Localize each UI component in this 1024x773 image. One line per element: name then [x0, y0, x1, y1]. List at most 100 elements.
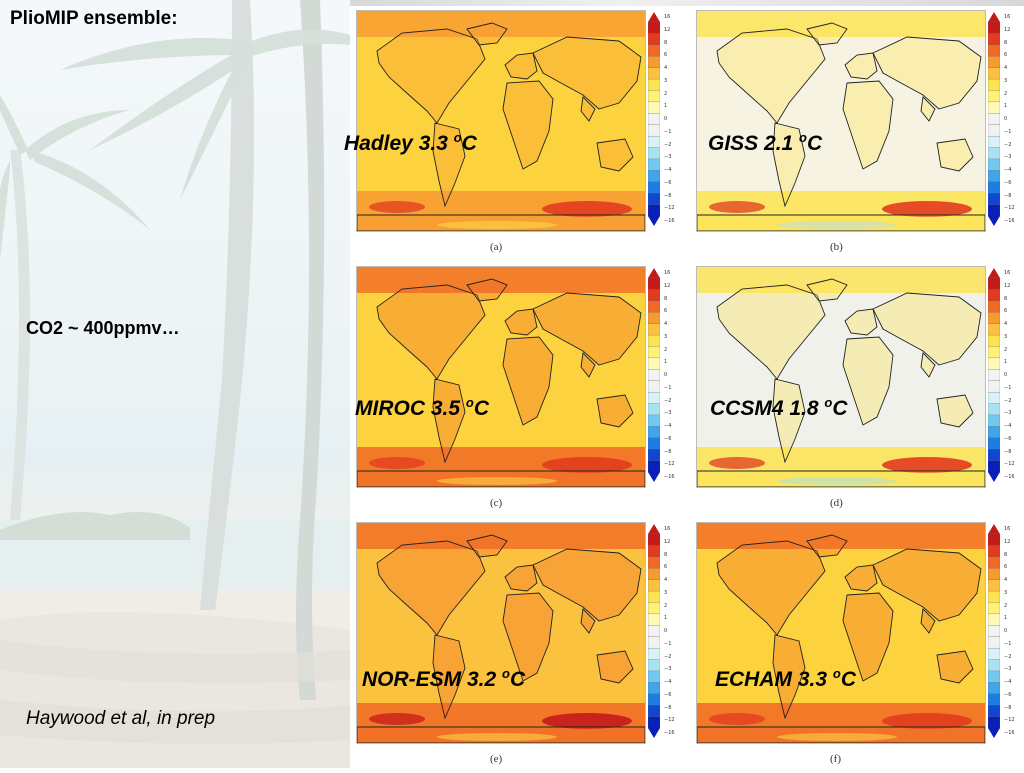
colorbar-tick-label: −6	[664, 435, 672, 442]
colorbar-tick-label: −16	[664, 730, 675, 736]
coastline	[697, 470, 985, 487]
coastline	[376, 540, 486, 636]
colorbar-bin	[648, 33, 660, 46]
colorbar-bin	[988, 289, 1000, 302]
antarctic-patch	[437, 221, 557, 229]
colorbar-bin	[988, 33, 1000, 46]
antarctic-patch	[777, 477, 897, 485]
coastline	[844, 52, 878, 80]
colorbar-bin	[988, 460, 1000, 473]
colorbar-arrow-bottom	[988, 728, 1000, 738]
coastline	[772, 634, 806, 720]
colorbar-bin	[648, 426, 660, 439]
colorbar-labels-f: 16 12 8 6 4 3 2 1 0 −1 −2 −3 −4 −6 −8 −12 −16	[1004, 526, 1020, 736]
colorbar-arrow-top	[648, 12, 660, 22]
panel-d: 16 12 8 6 4 3 2 1 0 −1 −2 −3 −4 −6 −8 −12 −16 (d)	[690, 262, 1020, 517]
southern-hotspot	[709, 201, 765, 213]
coastline	[532, 292, 642, 366]
temperature-anomaly-map	[357, 523, 645, 743]
colorbar-bin	[648, 147, 660, 160]
colorbar-bin	[648, 346, 660, 359]
panel-c: 16 12 8 6 4 3 2 1 0 −1 −2 −3 −4 −6 −8 −12 −16 (c)	[350, 262, 680, 517]
colorbar-arrow-bottom	[648, 472, 660, 482]
colorbar-bin	[648, 625, 660, 638]
colorbar-bin	[648, 101, 660, 114]
colorbar-bin	[988, 625, 1000, 638]
figure-top-border	[350, 0, 1024, 6]
colorbar-bin	[988, 346, 1000, 359]
world-map-e	[356, 522, 646, 744]
colorbar-tick-label: −16	[1004, 474, 1015, 480]
colorbar-bin	[648, 414, 660, 427]
panel-letter: (f)	[830, 753, 841, 765]
colorbar-tick-label: 2	[664, 90, 668, 97]
colorbar-tick-label: 0	[664, 372, 668, 378]
colorbar-tick-label: 1	[1004, 615, 1008, 622]
colorbar-bin	[988, 277, 1000, 290]
colorbar-tick-label: −6	[1004, 179, 1012, 186]
temperature-anomaly-map	[697, 523, 985, 743]
coastline	[716, 284, 826, 380]
colorbar-tick-label: −1	[1004, 128, 1012, 135]
colorbar-bin	[988, 312, 1000, 325]
coastline	[376, 28, 486, 124]
colorbar-bin	[988, 437, 1000, 450]
coastline	[504, 52, 538, 80]
panel-letter: (b)	[830, 241, 843, 253]
colorbar-bin	[988, 323, 1000, 336]
colorbar-bin	[648, 369, 660, 382]
model-label-ccsm4: CCSM4 1.8 oC	[710, 395, 848, 420]
colorbar-tick-label: −16	[1004, 218, 1015, 224]
colorbar-tick-label: −12	[664, 461, 675, 468]
model-maps-figure: 16 12 8 6 4 3 2 1 0 −1 −2 −3 −4 −6 −8 −12 −16 (a) 16 12 8 6…	[344, 0, 1024, 768]
coastline	[806, 278, 848, 302]
colorbar-bin	[988, 44, 1000, 57]
colorbar-bin	[648, 193, 660, 206]
coastline	[504, 564, 538, 592]
colorbar-tick-label: −12	[664, 717, 675, 724]
colorbar-bin	[648, 705, 660, 718]
colorbar-tick-label: −6	[664, 691, 672, 698]
colorbar-bin	[988, 659, 1000, 672]
colorbar-tick-label: 12	[1004, 282, 1011, 289]
colorbar-bin	[988, 579, 1000, 592]
antarctic-patch	[437, 477, 557, 485]
colorbar-bin	[648, 460, 660, 473]
colorbar-bin	[988, 716, 1000, 729]
colorbar-tick-label: −3	[664, 154, 672, 161]
colorbar-tick-label: −1	[1004, 384, 1012, 391]
colorbar-bin	[988, 193, 1000, 206]
colorbar-arrow-top	[648, 524, 660, 534]
colorbar-bin	[988, 369, 1000, 382]
colorbar-tick-label: 4	[664, 321, 668, 327]
colorbar-bin	[988, 56, 1000, 69]
colorbar-tick-label: 8	[664, 295, 668, 302]
coastline	[806, 22, 848, 46]
colorbar-bin	[648, 357, 660, 370]
colorbar-bin	[988, 170, 1000, 183]
colorbar-tick-label: 4	[664, 577, 668, 583]
colorbar-bin	[988, 334, 1000, 347]
slide-title: PlioMIP ensemble:	[10, 8, 178, 29]
colorbar-bin	[648, 670, 660, 683]
coastline	[772, 378, 806, 464]
colorbar-bin	[988, 78, 1000, 91]
colorbar-tick-label: −1	[664, 128, 672, 135]
colorbar-tick-label: 8	[1004, 295, 1008, 302]
colorbar-bin	[988, 705, 1000, 718]
panel-a: 16 12 8 6 4 3 2 1 0 −1 −2 −3 −4 −6 −8 −12 −16 (a)	[350, 6, 680, 261]
coastline	[697, 214, 985, 231]
colorbar-bin	[988, 21, 1000, 34]
colorbar-labels-e: 16 12 8 6 4 3 2 1 0 −1 −2 −3 −4 −6 −8 −12 −16	[664, 526, 680, 736]
colorbar-tick-label: 8	[664, 39, 668, 46]
colorbar-tick-label: −12	[1004, 205, 1015, 212]
coastline	[772, 122, 806, 208]
colorbar-bin	[988, 449, 1000, 462]
colorbar-bin	[988, 181, 1000, 194]
colorbar-arrow-top	[988, 524, 1000, 534]
colorbar-f	[988, 524, 1000, 738]
colorbar-tick-label: 2	[1004, 346, 1008, 353]
coastline	[596, 650, 634, 684]
colorbar-tick-label: 16	[664, 270, 671, 276]
coastline	[920, 96, 936, 122]
